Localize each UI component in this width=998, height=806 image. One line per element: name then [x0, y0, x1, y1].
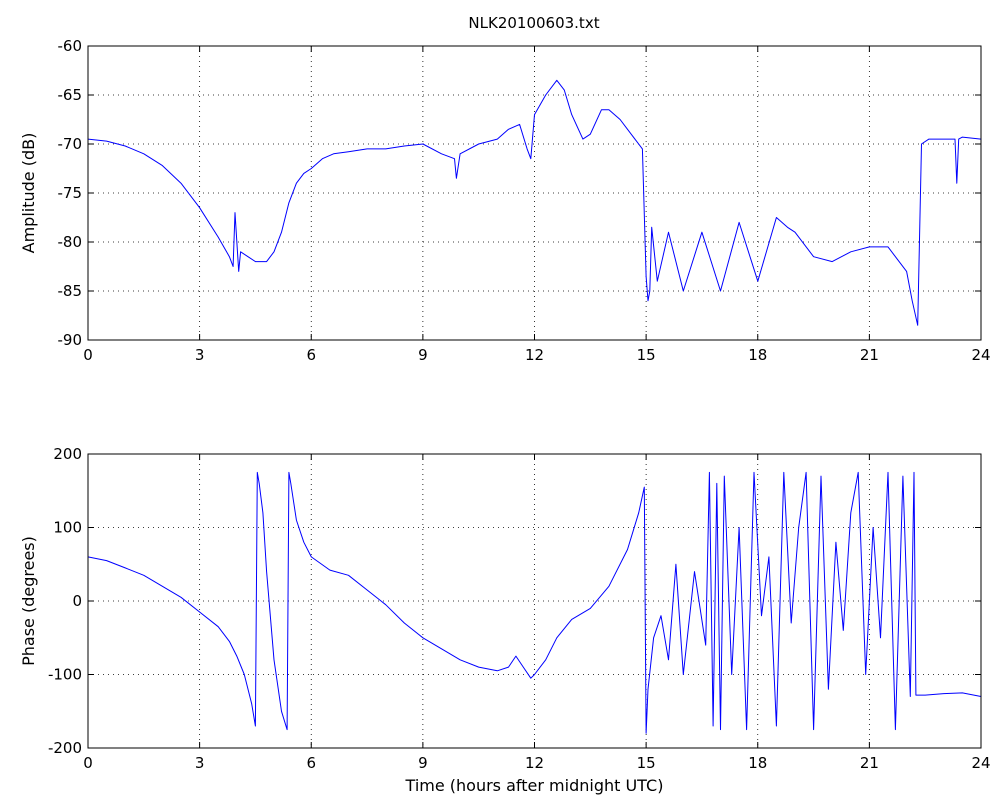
amp-xtick-label: 0: [83, 346, 93, 364]
phase-xtick-label: 12: [525, 754, 544, 772]
phase-xtick-label: 15: [637, 754, 656, 772]
amp-xtick-label: 6: [306, 346, 316, 364]
amp-xtick-label: 15: [637, 346, 656, 364]
chart-title: NLK20100603.txt: [468, 14, 599, 32]
amp-xtick-label: 3: [195, 346, 205, 364]
amp-ytick-label: -90: [58, 331, 83, 349]
amp-ylabel: Amplitude (dB): [19, 133, 38, 254]
amp-ytick-label: -60: [58, 37, 83, 55]
phase-ylabel: Phase (degrees): [19, 536, 38, 666]
phase-ytick-label: -200: [48, 739, 82, 757]
phase-xtick-label: 0: [83, 754, 93, 772]
phase-xtick-label: 6: [306, 754, 316, 772]
phase-ytick-label: 100: [53, 519, 82, 537]
phase-xtick-label: 18: [748, 754, 767, 772]
amp-axes-frame: [87, 45, 982, 341]
amp-series-line: [87, 79, 982, 326]
phase-xtick-label: 24: [971, 754, 990, 772]
amp-ytick-label: -80: [58, 233, 83, 251]
amp-xtick-label: 21: [860, 346, 879, 364]
phase-xtick-label: 9: [418, 754, 428, 772]
amp-ytick-label: -70: [58, 135, 83, 153]
phase-series-line: [87, 471, 982, 734]
phase-axes: 0 3 6 9 12 15 18 21 24 -200 -100 0 100 200 Phase (degr…: [19, 445, 991, 795]
phase-axes-frame: [87, 453, 982, 749]
amp-xtick-label: 24: [971, 346, 990, 364]
amp-xtick-label: 12: [525, 346, 544, 364]
phase-ytick-label: 0: [72, 592, 82, 610]
amplitude-axes: 0 3 6 9 12 15 18 21 24 -90 -85 -80 -75 -70 -65 -60 Ampli…: [19, 37, 991, 364]
amp-ytick-label: -65: [58, 86, 83, 104]
amp-xtick-label: 18: [748, 346, 767, 364]
phase-xlabel: Time (hours after midnight UTC): [405, 776, 664, 795]
phase-ytick-label: 200: [53, 445, 82, 463]
phase-xtick-label: 21: [860, 754, 879, 772]
phase-ytick-label: -100: [48, 666, 82, 684]
amp-ytick-label: -85: [58, 282, 83, 300]
amp-ytick-label: -75: [58, 184, 83, 202]
phase-xtick-label: 3: [195, 754, 205, 772]
amp-xtick-label: 9: [418, 346, 428, 364]
